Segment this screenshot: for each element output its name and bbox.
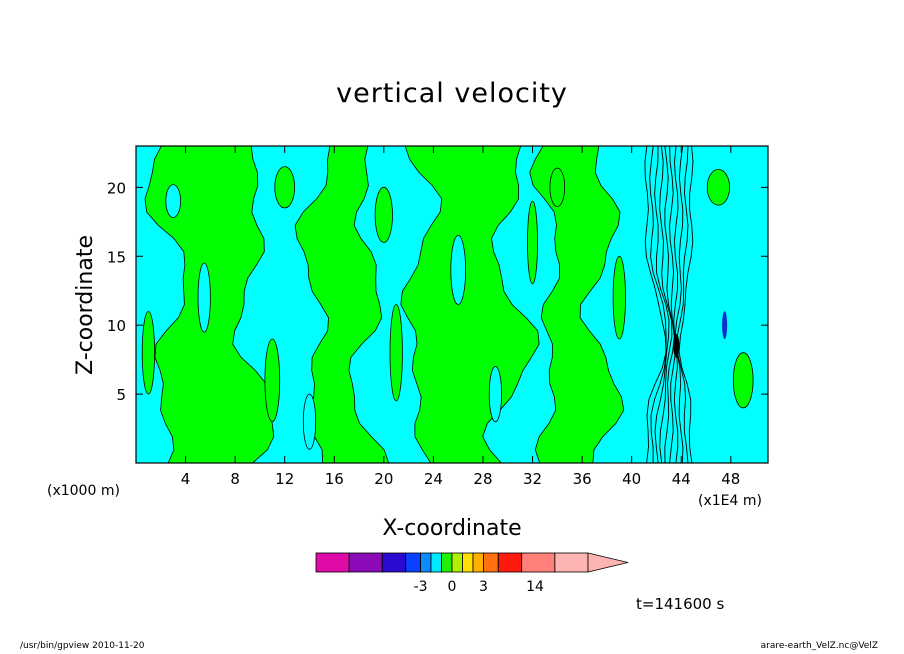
colorbar-segment xyxy=(554,552,589,573)
contour-line xyxy=(649,146,667,463)
colorbar: -3 0 3 14 xyxy=(315,552,629,595)
x-axis-label: X-coordinate xyxy=(382,516,522,541)
colorbar-segment xyxy=(482,552,499,573)
colorbar-segment xyxy=(451,552,463,573)
time-label: t=141600 s xyxy=(636,595,725,613)
colorbar-tick-label: 0 xyxy=(448,579,457,595)
x-tick-label: 36 xyxy=(573,470,592,488)
x-tick-label: 44 xyxy=(672,470,691,488)
contour-line xyxy=(644,146,667,463)
contour-cell xyxy=(274,166,296,209)
x-tick-label: 4 xyxy=(181,470,191,488)
downdraft-core xyxy=(722,311,728,340)
colorbar-segment xyxy=(381,552,407,573)
x-tick-label: 48 xyxy=(721,470,740,488)
colorbar-tick-label: 3 xyxy=(479,579,488,595)
colorbar-tick-label: 14 xyxy=(526,579,544,595)
y-tick-label: 15 xyxy=(107,248,126,266)
colorbar-segment xyxy=(521,552,556,573)
contour-cell xyxy=(374,186,393,243)
contour-cell xyxy=(264,338,281,422)
contour-cell xyxy=(488,366,502,423)
footer-right: arare-earth_VelZ.nc@VelZ xyxy=(760,641,878,651)
x-tick-label: 24 xyxy=(424,470,443,488)
contour-cell xyxy=(706,169,731,206)
contour-line xyxy=(654,146,670,463)
colorbar-segment xyxy=(497,552,523,573)
contour-line xyxy=(673,146,679,463)
x-tick-label: 8 xyxy=(230,470,240,488)
x-tick-label: 16 xyxy=(325,470,344,488)
contour-cell xyxy=(302,393,317,450)
contour-line xyxy=(664,146,675,463)
contour-line xyxy=(669,146,676,463)
plot-frame xyxy=(135,145,769,464)
x-tick-label: 32 xyxy=(523,470,542,488)
updraft-region xyxy=(294,146,390,463)
colorbar-segment xyxy=(420,552,432,573)
colorbar-segment xyxy=(348,552,383,573)
contour-cell xyxy=(197,262,211,333)
updraft-region xyxy=(400,146,540,463)
y-tick-label: 5 xyxy=(116,386,126,404)
y-tick-label: 20 xyxy=(107,179,126,197)
contour-line xyxy=(659,146,673,463)
x-tick-label: 28 xyxy=(473,470,492,488)
updraft-region xyxy=(529,146,625,463)
contour-cell xyxy=(612,255,626,340)
x-tick-label: 12 xyxy=(275,470,294,488)
colorbar-extend-arrow xyxy=(587,552,629,573)
colorbar-segment xyxy=(441,552,453,573)
y-axis-label: Z-coordinate xyxy=(73,235,98,375)
contour-cell xyxy=(141,311,155,395)
footer-left: /usr/bin/gpview 2010-11-20 xyxy=(20,641,145,651)
contour-cell xyxy=(527,200,538,285)
contour-cell xyxy=(450,235,467,305)
colorbar-segment xyxy=(430,552,442,573)
contour-cell xyxy=(389,304,403,402)
colorbar-segment xyxy=(462,552,474,573)
x-exponent-label: (x1E4 m) xyxy=(698,493,762,509)
dense-contour-core xyxy=(673,333,680,358)
contour-cell xyxy=(549,167,566,207)
chart-title: vertical velocity xyxy=(336,78,568,109)
contour-line xyxy=(674,146,684,463)
colorbar-tick-label: -3 xyxy=(414,579,428,595)
contour-field xyxy=(136,146,768,463)
colorbar-segment xyxy=(472,552,484,573)
y-tick-label: 10 xyxy=(107,317,126,335)
colorbar-segment xyxy=(405,552,421,573)
x-unit-label: (x1000 m) xyxy=(47,483,120,499)
x-tick-label: 40 xyxy=(622,470,641,488)
x-tick-label: 20 xyxy=(374,470,393,488)
contour-cell xyxy=(732,352,754,409)
contour-line xyxy=(676,146,689,463)
contour-cell xyxy=(165,184,182,219)
contour-line xyxy=(678,146,694,463)
colorbar-segment xyxy=(315,552,350,573)
